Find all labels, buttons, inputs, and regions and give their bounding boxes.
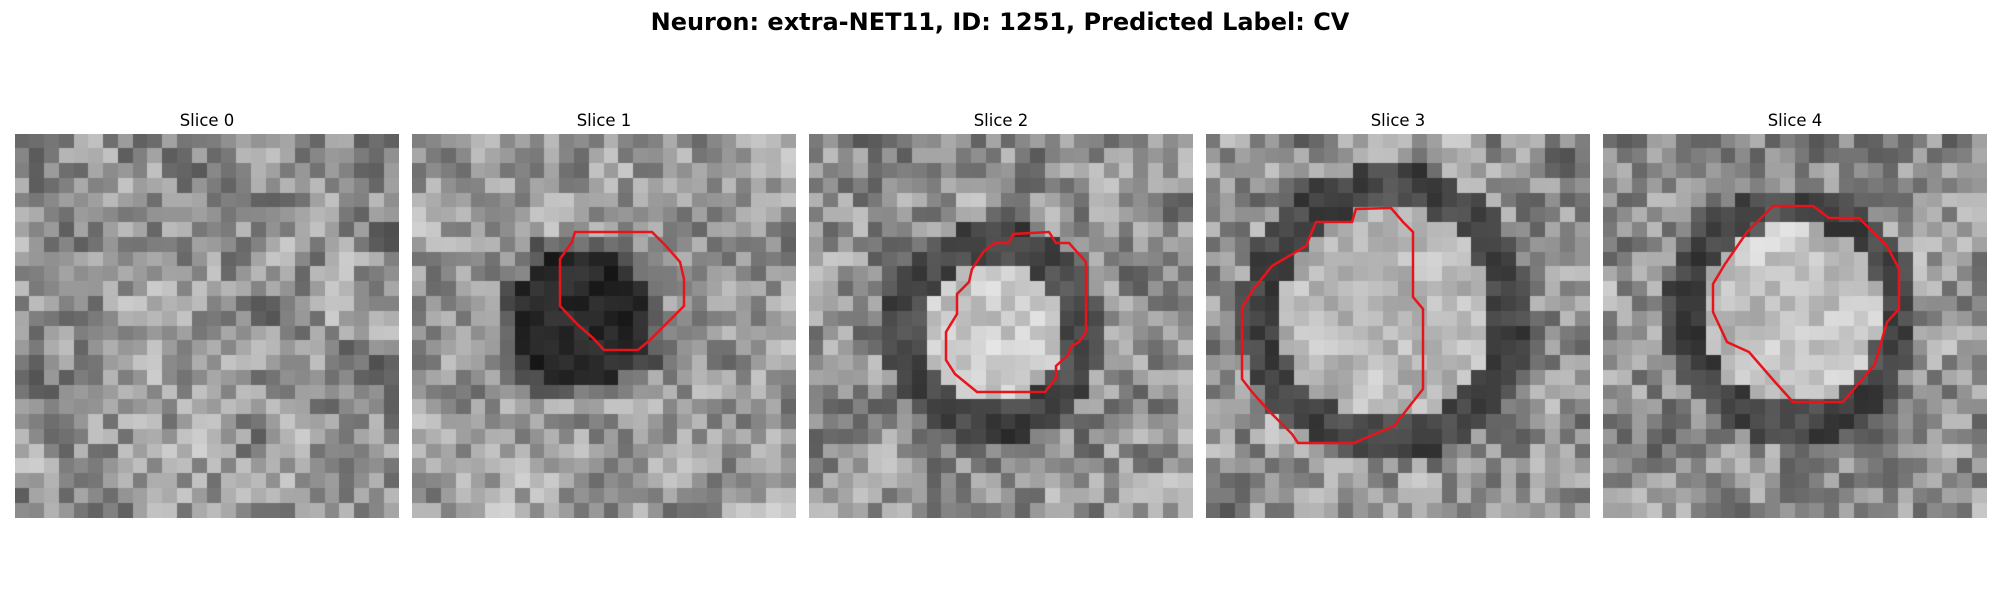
slice-title: Slice 0 [179,111,235,130]
slice-image [15,134,399,518]
slice-title: Slice 1 [576,111,632,130]
slice-panel-3: Slice 3 [1206,108,1590,518]
slice-title: Slice 2 [973,111,1029,130]
slice-panel-2: Slice 2 [809,108,1193,518]
microscopy-image [1206,134,1590,518]
slice-title: Slice 4 [1767,111,1823,130]
slice-image [809,134,1193,518]
slice-image [412,134,796,518]
slice-panel-4: Slice 4 [1603,108,1987,518]
slice-image [1603,134,1987,518]
figure-title: Neuron: extra-NET11, ID: 1251, Predicted… [650,8,1350,36]
microscopy-image [809,134,1193,518]
microscopy-image [412,134,796,518]
microscopy-image [15,134,399,518]
slice-panel-0: Slice 0 [15,108,399,518]
microscopy-image [1603,134,1987,518]
slice-image [1206,134,1590,518]
slice-title: Slice 3 [1370,111,1426,130]
slice-panel-1: Slice 1 [412,108,796,518]
